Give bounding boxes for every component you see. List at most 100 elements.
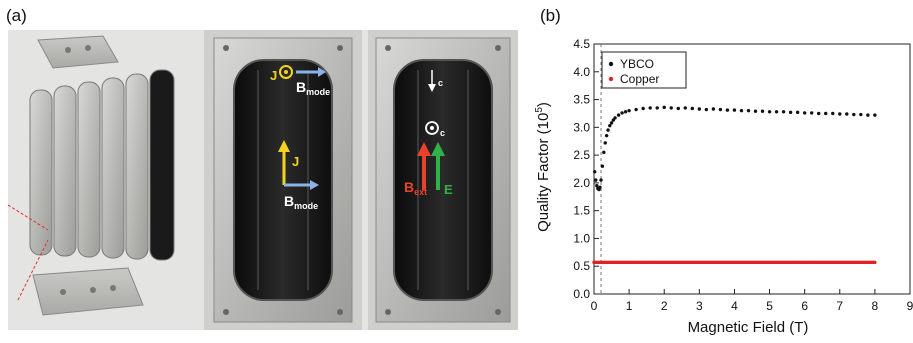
ybco-point (732, 108, 737, 112)
ybco-point (683, 106, 687, 110)
x-tick-label: 3 (696, 299, 703, 313)
ybco-point (852, 112, 856, 117)
ybco-point (604, 133, 609, 138)
legend-marker-ybco (608, 61, 614, 67)
ybco-point (613, 116, 617, 120)
x-tick-label: 9 (907, 299, 913, 313)
x-tick-label: 0 (591, 299, 598, 313)
ybco-point (627, 108, 631, 113)
ybco-point (704, 107, 709, 112)
x-tick-label: 6 (801, 299, 808, 313)
legend-label-ybco: YBCO (620, 57, 654, 71)
quality-factor-chart: 0 1 2 3 4 5 6 7 8 9 0.0 0.5 1.0 1.5 2.0 2.5 3.0 3.5 4.0 4.5… (534, 37, 913, 336)
c-axis-arrow-down (428, 70, 436, 92)
y-tick-label: 3.5 (573, 93, 590, 107)
ybco-point (831, 111, 835, 116)
ybco-point (606, 128, 610, 132)
y-tick-label: 3.0 (573, 120, 590, 134)
cavity-photo: J Bmode J Bmode c c Bext E (8, 30, 518, 330)
ybco-point (616, 113, 621, 117)
x-tick-label: 5 (766, 299, 773, 313)
ybco-point (598, 185, 602, 190)
ybco-point (809, 111, 814, 115)
j-label-top: J (270, 68, 277, 83)
ybco-point (594, 178, 598, 182)
ybco-point (620, 111, 624, 115)
ybco-point (641, 106, 645, 111)
ybco-point (795, 110, 800, 115)
ybco-point (648, 106, 652, 110)
j-arrow-up (278, 140, 290, 185)
ybco-point (603, 141, 607, 145)
c-out-of-page-icon (425, 121, 439, 135)
x-tick-label: 2 (661, 299, 668, 313)
ybco-point (718, 107, 723, 112)
ybco-point (746, 108, 751, 113)
y-tick-label: 2.5 (573, 148, 590, 162)
x-tick-label: 8 (872, 299, 879, 313)
legend-label-copper: Copper (620, 72, 659, 86)
ybco-point (817, 111, 821, 116)
ybco-point (774, 110, 779, 114)
ybco-point (676, 106, 680, 111)
j-out-of-page-icon (279, 65, 293, 79)
ybco-point (788, 110, 793, 115)
legend-marker-copper (608, 76, 614, 82)
y-tick-label: 4.5 (573, 37, 590, 51)
b-ext-label: Bext (404, 179, 427, 197)
ybco-point (655, 106, 659, 110)
y-tick-label: 1.5 (573, 204, 590, 218)
ybco-point (838, 112, 842, 116)
ybco-point (767, 110, 772, 114)
plot-frame (593, 43, 911, 295)
copper-point (873, 260, 877, 265)
ybco-point (873, 113, 877, 117)
ybco-point (662, 105, 666, 110)
panel-label-b: (b) (540, 6, 561, 25)
x-tick-label: 7 (836, 299, 843, 313)
ybco-point (824, 111, 828, 116)
c-label-top: c (438, 78, 443, 88)
b-mode-label-top: Bmode (296, 79, 330, 97)
b-mode-arrow-mid (284, 180, 319, 190)
b-ext-arrow (417, 142, 431, 190)
panel-label-a: (a) (6, 6, 27, 25)
cavity-half-right (368, 30, 518, 330)
y-axis-label: Quality Factor (105) (534, 102, 552, 232)
ybco-point (599, 178, 603, 182)
ybco-point (602, 150, 606, 155)
j-label-mid: J (292, 154, 299, 169)
ybco-point (608, 123, 612, 128)
e-field-arrow (431, 142, 445, 190)
ybco-point (690, 106, 695, 111)
plot-area (593, 43, 911, 295)
plate-stack (8, 35, 175, 316)
data-marks (592, 105, 877, 265)
x-tick-label: 1 (626, 299, 633, 313)
b-mode-label-mid: Bmode (284, 193, 318, 211)
ybco-point (859, 112, 863, 117)
ybco-point (866, 113, 870, 117)
ybco-point (781, 110, 786, 114)
ybco-point (609, 121, 614, 125)
ybco-point (669, 106, 673, 110)
ybco-point (845, 112, 849, 116)
legend-box (601, 51, 687, 89)
x-tick-label: 4 (731, 299, 738, 313)
ybco-point (711, 107, 716, 111)
y-tick-label: 2.0 (573, 176, 590, 190)
ybco-point (725, 108, 730, 112)
ybco-point (739, 108, 744, 113)
ybco-point (760, 109, 765, 113)
ybco-point (600, 164, 605, 168)
ybco-point (802, 111, 807, 115)
x-axis-label: Magnetic Field (T) (688, 319, 809, 336)
ybco-point (634, 107, 638, 112)
y-tick-label: 4.0 (573, 65, 590, 79)
ybco-point (753, 109, 758, 113)
ybco-point (623, 110, 628, 114)
b-mode-arrow-top (296, 67, 326, 77)
c-label-mid: c (440, 128, 445, 138)
y-tick-label: 1.0 (573, 231, 590, 245)
